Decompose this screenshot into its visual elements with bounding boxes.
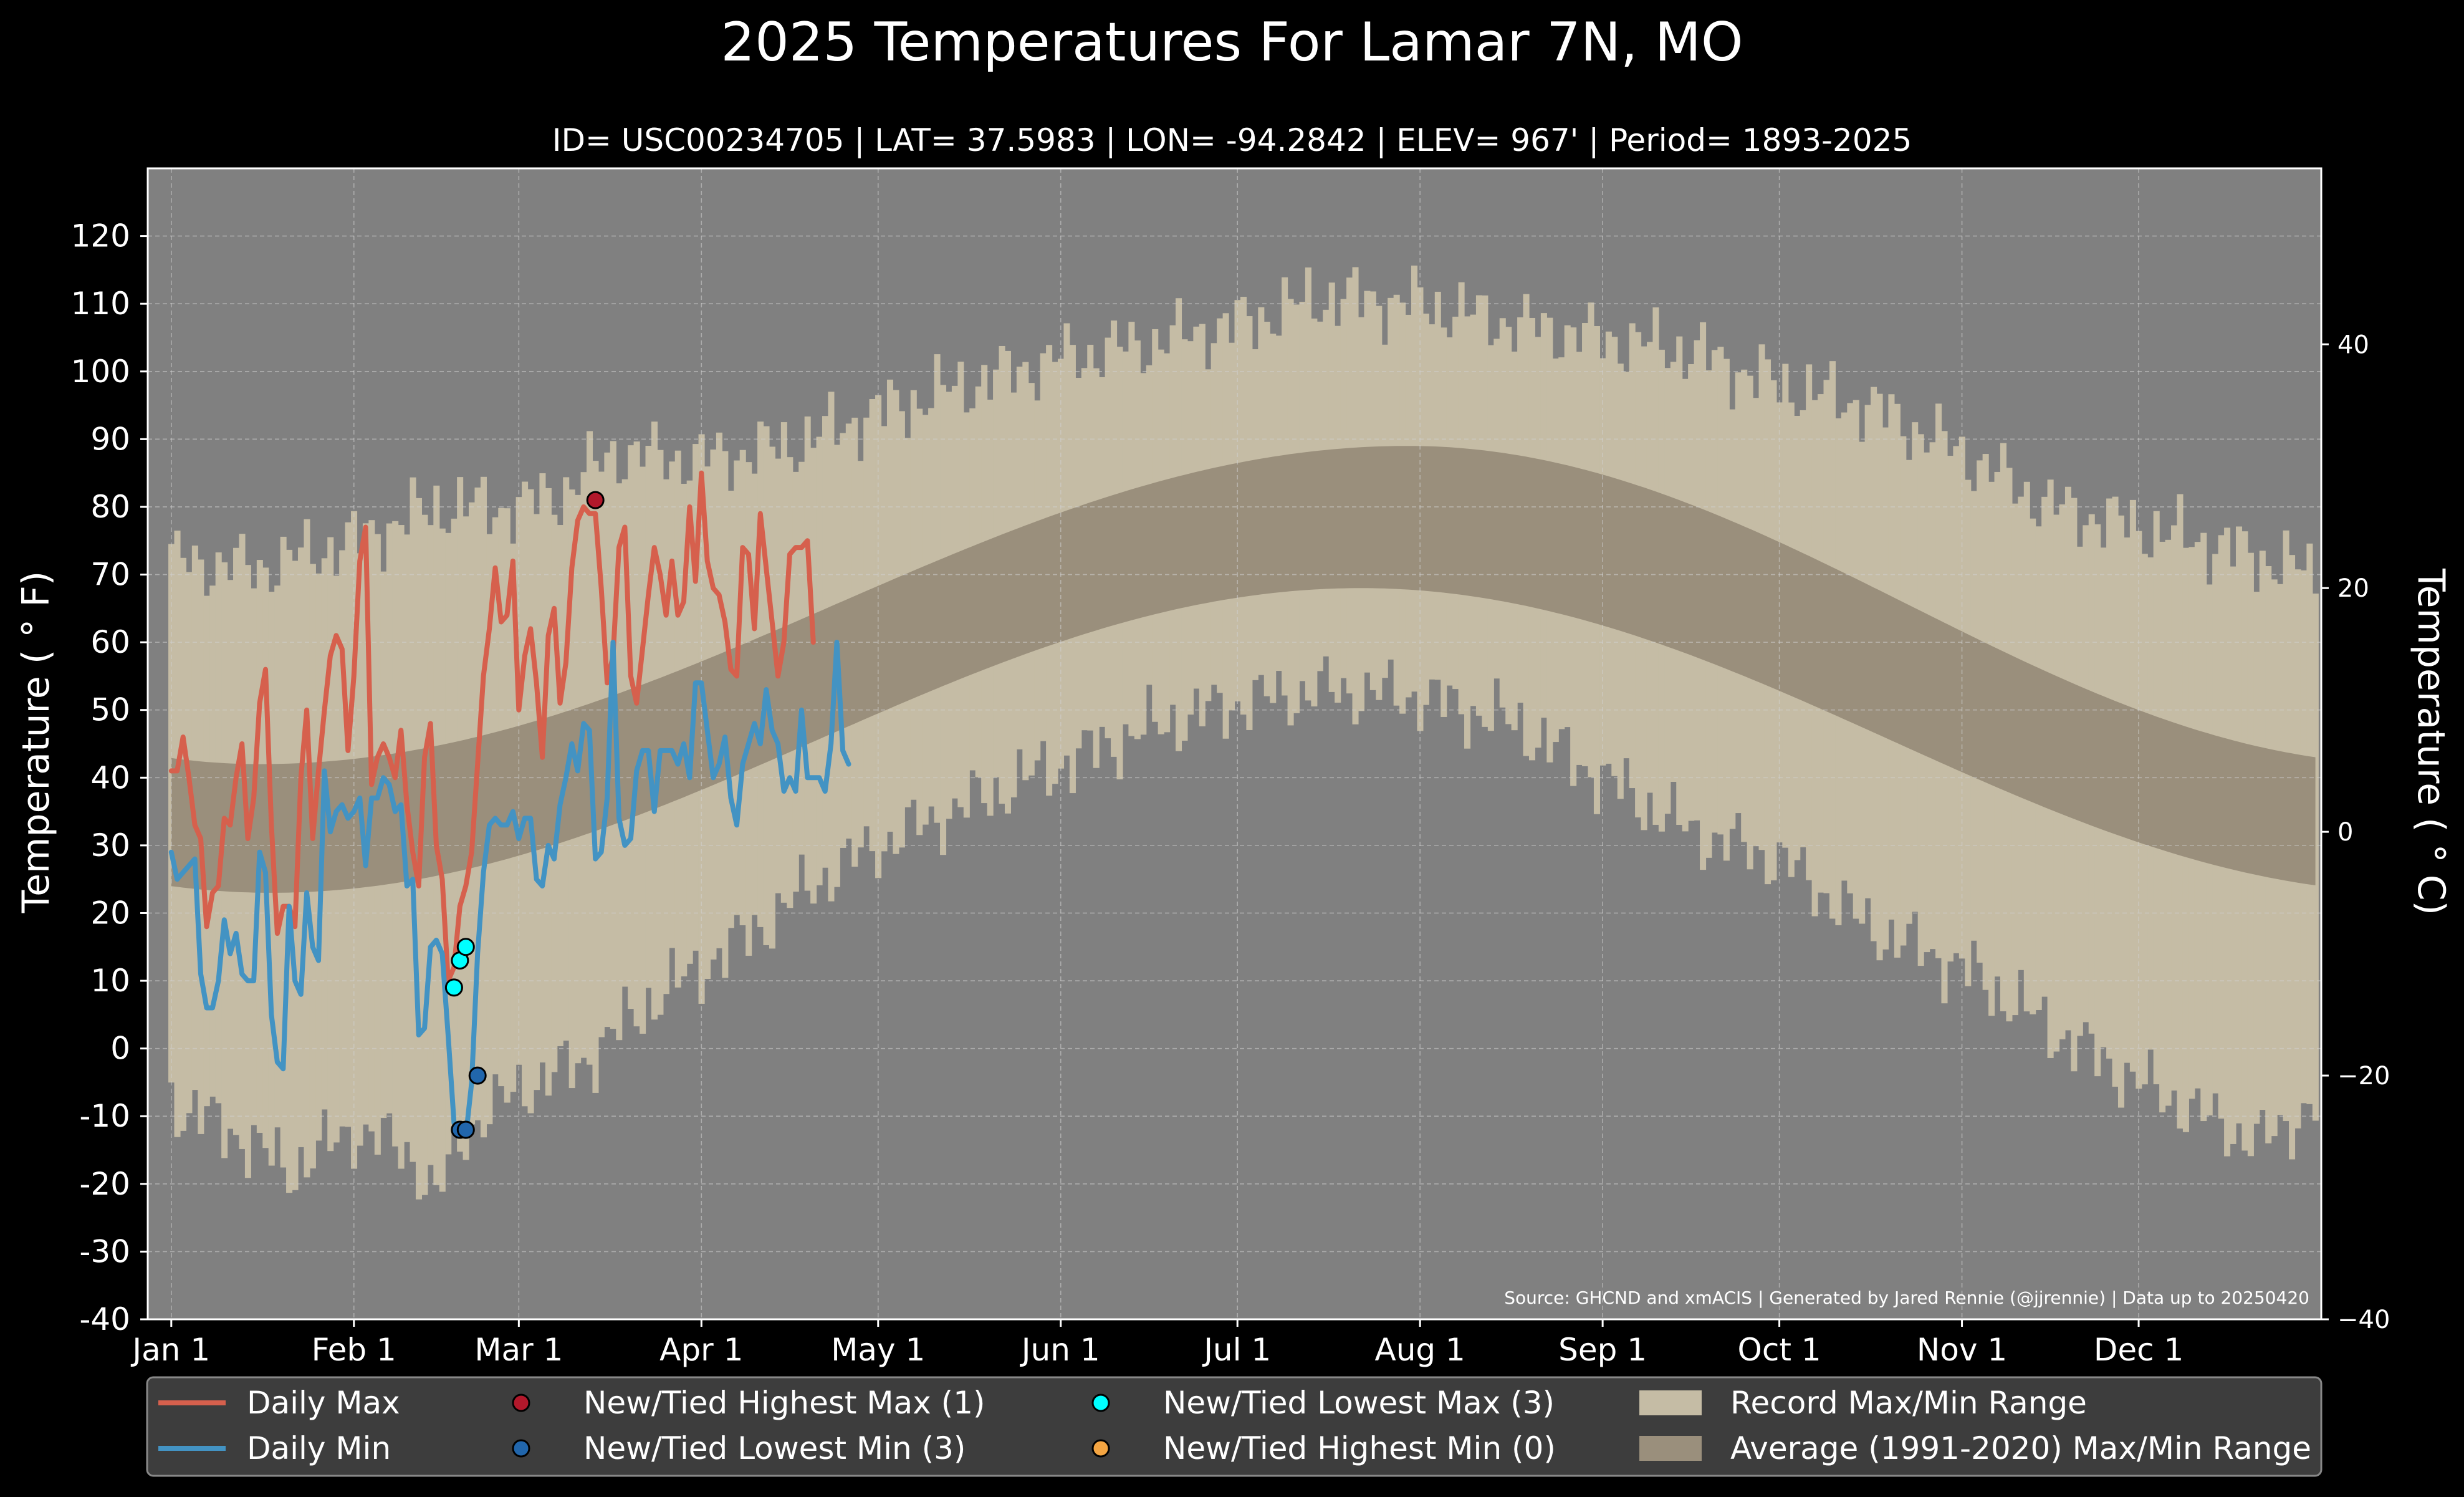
legend-label: New/Tied Lowest Min (3) xyxy=(583,1430,966,1466)
x-tick-label: May 1 xyxy=(831,1332,925,1368)
y-tick-label: 80 xyxy=(90,489,130,525)
y-tick-label: 30 xyxy=(90,827,130,864)
legend-label: New/Tied Highest Max (1) xyxy=(583,1385,985,1421)
legend-daily-max: Daily Max xyxy=(158,1385,400,1421)
x-tick-label: Jun 1 xyxy=(1020,1332,1100,1368)
x-axis: Jan 1 Feb 1 Mar 1 Apr 1 May 1 Jun 1 Jul 1 Aug 1… xyxy=(130,1319,2184,1368)
y-tick-label: 70 xyxy=(90,557,130,593)
plot-frame xyxy=(146,167,2323,1321)
legend-label: Daily Max xyxy=(247,1385,400,1421)
chart-subtitle: ID= USC00234705 | LAT= 37.5983 | LON= -9… xyxy=(552,122,1912,158)
legend-new-lowest-max: New/Tied Lowest Max (3) xyxy=(1091,1385,1555,1421)
y2-tick-label: −20 xyxy=(2337,1062,2390,1090)
legend-dot-swatch xyxy=(512,1394,530,1412)
y-tick-label: 0 xyxy=(110,1031,130,1067)
y-tick-label: -30 xyxy=(79,1233,130,1269)
x-tick-label: Aug 1 xyxy=(1374,1332,1465,1368)
x-tick-label: Apr 1 xyxy=(659,1332,743,1368)
y-tick-label: 10 xyxy=(90,963,130,999)
daily-min-line xyxy=(168,640,851,1139)
record-range-bar xyxy=(2312,593,2319,1121)
source-note: Source: GHCND and xmACIS | Generated by … xyxy=(1504,1288,2309,1308)
new-highest-max-dot xyxy=(586,491,605,509)
x-tick-label: Nov 1 xyxy=(1917,1332,2007,1368)
y2-tick-label: −40 xyxy=(2337,1306,2390,1334)
y-tick-label: -20 xyxy=(79,1166,130,1202)
new-lowest-max-dot xyxy=(456,938,475,956)
legend-dot-swatch xyxy=(1091,1439,1110,1458)
y-axis-right: −40 −20 0 20 40 xyxy=(2321,330,2390,1334)
chart-title: 2025 Temperatures For Lamar 7N, MO xyxy=(721,11,1743,74)
y-tick-label: 40 xyxy=(90,759,130,796)
legend-box xyxy=(146,1376,2323,1477)
y-tick-label: 50 xyxy=(90,692,130,728)
x-tick-label: Sep 1 xyxy=(1558,1332,1647,1368)
y-tick-label: -10 xyxy=(79,1098,130,1134)
new-lowest-min-dot xyxy=(456,1120,475,1139)
legend: Daily Max Daily Min New/Tied Highest Max (… xyxy=(146,1376,2323,1477)
y2-tick-label: 40 xyxy=(2337,330,2369,359)
legend-new-lowest-min: New/Tied Lowest Min (3) xyxy=(512,1430,966,1466)
y2-axis-label: Temperature ( ° C) xyxy=(2409,568,2453,915)
y-axis-label: Temperature ( ° F) xyxy=(14,571,58,914)
legend-patch-swatch xyxy=(1639,1436,1702,1461)
legend-daily-min: Daily Min xyxy=(158,1430,391,1466)
daily-max-line xyxy=(168,470,816,984)
y-tick-label: 110 xyxy=(71,286,130,322)
legend-dot-swatch xyxy=(512,1439,530,1458)
legend-new-highest-max: New/Tied Highest Max (1) xyxy=(512,1385,985,1421)
y-tick-label: 20 xyxy=(90,895,130,931)
legend-label: New/Tied Highest Min (0) xyxy=(1163,1430,1556,1466)
legend-label: New/Tied Lowest Max (3) xyxy=(1163,1385,1555,1421)
y-tick-label: 100 xyxy=(71,354,130,390)
legend-dot-swatch xyxy=(1091,1394,1110,1412)
legend-new-highest-min: New/Tied Highest Min (0) xyxy=(1091,1430,1556,1466)
x-tick-label: Jan 1 xyxy=(130,1332,210,1368)
x-tick-label: Jul 1 xyxy=(1202,1332,1271,1368)
legend-label: Daily Min xyxy=(247,1430,391,1466)
x-tick-label: Mar 1 xyxy=(474,1332,563,1368)
y-tick-label: 60 xyxy=(90,624,130,660)
legend-average-range: Average (1991-2020) Max/Min Range xyxy=(1639,1430,2311,1466)
y2-tick-label: 20 xyxy=(2337,574,2369,603)
y-tick-label: -40 xyxy=(79,1301,130,1337)
legend-patch-swatch xyxy=(1639,1390,1702,1415)
y-tick-label: 120 xyxy=(71,218,130,254)
legend-label: Average (1991-2020) Max/Min Range xyxy=(1730,1430,2311,1466)
new-lowest-max-dot xyxy=(444,978,463,997)
y-axis-left: -40 -30 -20 -10 0 10 20 30 40 50 60 70 80 90 100 110 120 xyxy=(71,218,148,1337)
y-tick-label: 90 xyxy=(90,421,130,457)
x-tick-label: Dec 1 xyxy=(2094,1332,2184,1368)
legend-record-range: Record Max/Min Range xyxy=(1639,1385,2087,1421)
legend-label: Record Max/Min Range xyxy=(1730,1385,2087,1421)
new-lowest-min-dot xyxy=(468,1066,487,1085)
y2-tick-label: 0 xyxy=(2337,818,2353,847)
x-tick-label: Feb 1 xyxy=(312,1332,396,1368)
x-tick-label: Oct 1 xyxy=(1738,1332,1821,1368)
